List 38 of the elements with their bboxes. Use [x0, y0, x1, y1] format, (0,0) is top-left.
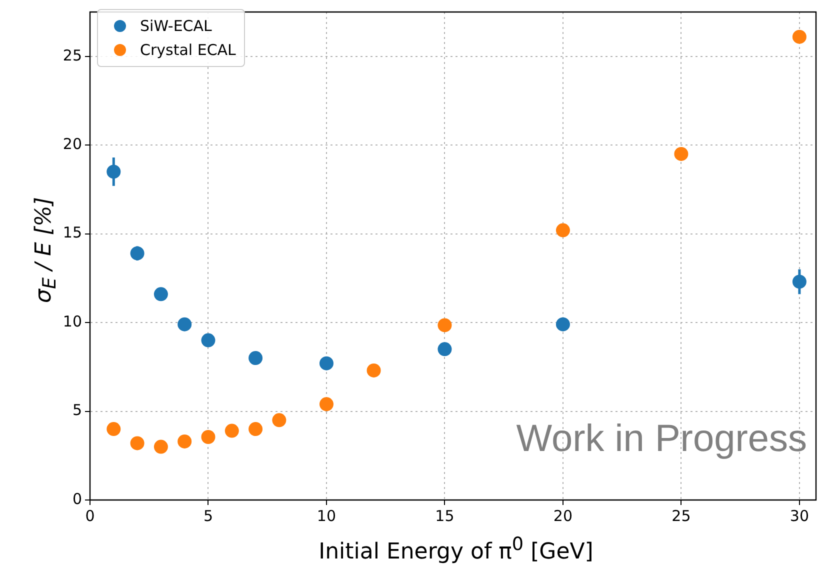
- point: [248, 351, 263, 366]
- x-tick-label: 30: [790, 506, 809, 525]
- x-tick-label: 20: [553, 506, 573, 525]
- point: [106, 422, 121, 436]
- point: [201, 430, 216, 444]
- point: [438, 342, 452, 356]
- point: [130, 436, 144, 450]
- annotation: Work in Progress: [516, 418, 807, 461]
- y-tick-label: 10: [62, 312, 82, 330]
- point: [674, 146, 688, 161]
- point: [319, 356, 334, 370]
- y-tick-label: 0: [72, 490, 82, 508]
- legend-label: SiW-ECAL: [140, 17, 212, 35]
- point: [178, 317, 192, 332]
- point: [438, 318, 452, 332]
- x-tick-label: 25: [672, 506, 691, 525]
- point: [248, 422, 263, 436]
- x-tick-label: 10: [316, 506, 336, 525]
- point: [178, 434, 192, 448]
- point: [201, 333, 216, 348]
- point: [792, 30, 806, 44]
- point: [556, 223, 570, 238]
- y-tick-label: 25: [62, 46, 82, 64]
- point: [319, 397, 334, 412]
- point: [154, 287, 168, 302]
- point: [272, 413, 286, 428]
- y-tick-label: 15: [62, 224, 82, 242]
- point: [366, 363, 381, 378]
- x-tick-label: 5: [203, 506, 214, 525]
- x-tick-label: 15: [435, 506, 454, 525]
- y-tick-label: 5: [72, 401, 82, 420]
- x-axis-title: Initial Energy of π$^{0}$ [GeV]: [318, 534, 594, 564]
- point: [224, 424, 239, 438]
- legend-label: Crystal ECAL: [140, 41, 236, 59]
- y-tick-label: 20: [62, 134, 82, 153]
- point: [154, 440, 168, 454]
- x-tick-label: 0: [85, 506, 95, 525]
- point: [556, 317, 570, 332]
